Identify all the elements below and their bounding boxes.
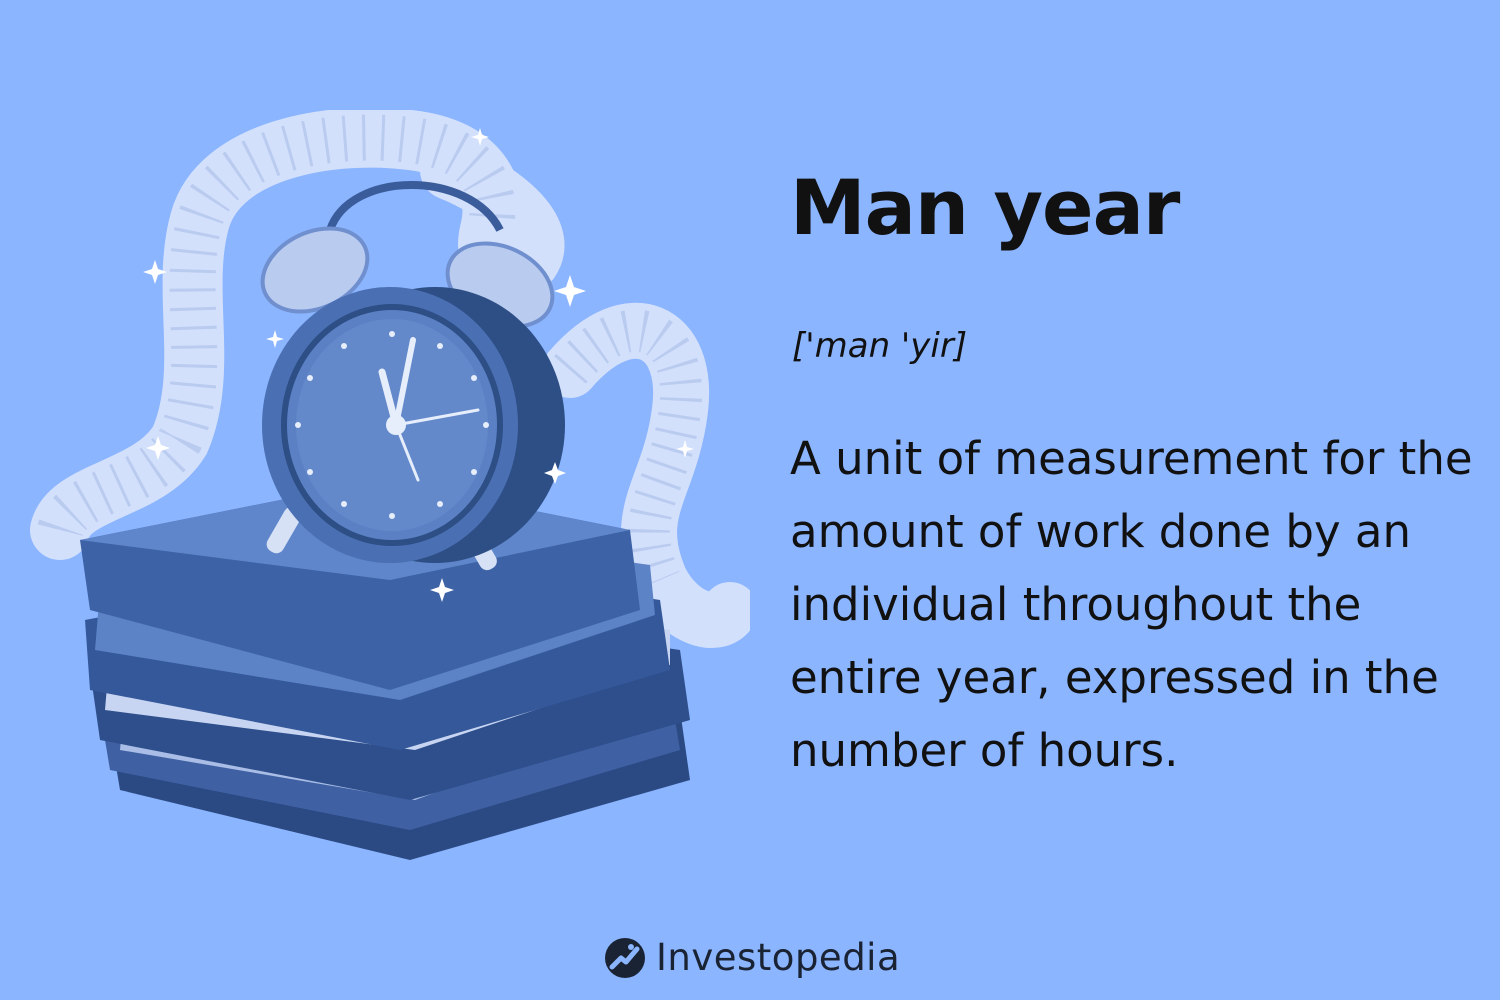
brand-name: Investopedia	[656, 936, 901, 979]
alarm-clock-on-document-stack-icon	[30, 110, 750, 870]
term-title: Man year	[790, 163, 1180, 252]
brand: Investopedia	[604, 930, 900, 986]
definition-text: A unit of measurement for the amount of …	[790, 432, 1473, 777]
pronunciation: ['man 'yir]	[792, 326, 968, 366]
investopedia-logo-icon	[605, 938, 645, 978]
